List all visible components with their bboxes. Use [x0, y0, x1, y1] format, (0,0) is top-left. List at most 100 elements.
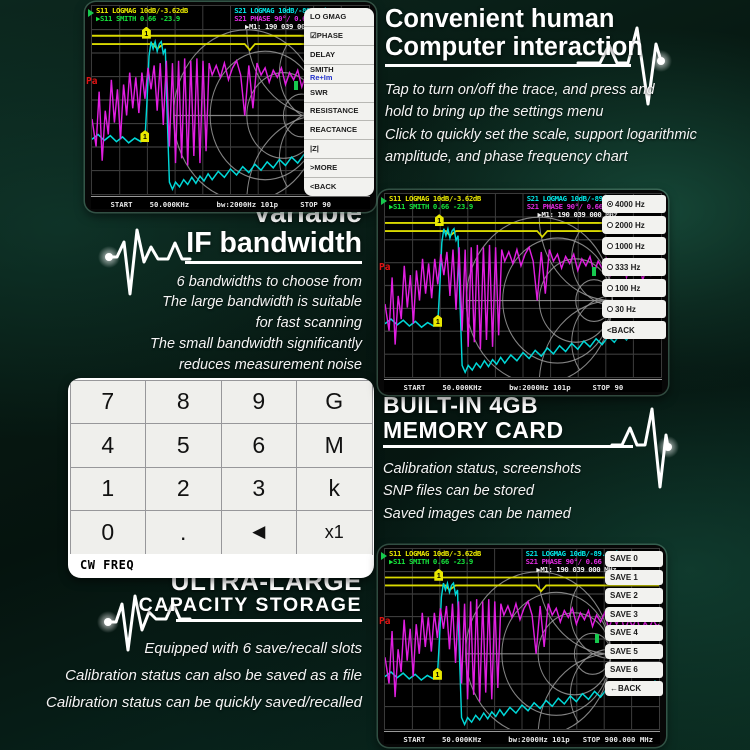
key-x1[interactable]: x1 — [296, 510, 373, 555]
menu-item-2000-hz[interactable]: 2000 Hz — [602, 216, 666, 234]
key-5[interactable]: 5 — [145, 423, 222, 468]
title-underline — [385, 64, 631, 67]
key-k[interactable]: k — [296, 466, 373, 511]
bandwidth-menu: 4000 Hz 2000 Hz 1000 Hz 333 Hz 100 Hz 30 Hz <B… — [602, 195, 666, 339]
trace-header: S11 LOGMAG 10dB/-3.62dB S21 LOGMAG 10dB/-… — [389, 549, 657, 575]
section-title: BUILT-IN 4GB MEMORY CARD — [383, 393, 745, 442]
menu-item-333-hz[interactable]: 333 Hz — [602, 258, 666, 276]
vna-screen-bandwidth: Pa S11 LOGMAG 10dB/-3.62dB S21 LOGMAG 10d… — [378, 190, 668, 395]
key-2[interactable]: 2 — [145, 466, 222, 511]
menu-item-reactance[interactable]: REACTANCE — [304, 121, 374, 141]
trace-label-s11-smith[interactable]: ▶S11 SMITH 0.66 -23.9 — [389, 557, 473, 567]
key-7[interactable]: 7 — [69, 379, 146, 424]
menu-item-z[interactable]: |Z| — [304, 140, 374, 160]
menu-item-label: SAVE 6 — [610, 665, 638, 675]
marker-flag: 1 — [140, 130, 150, 143]
menu-item-delay[interactable]: DELAY — [304, 46, 374, 65]
section-body: Tap to turn on/off the trace, and press … — [385, 79, 743, 169]
key-4[interactable]: 4 — [69, 423, 146, 468]
marker-flag: 1 — [434, 214, 444, 227]
start-value: 50.000KHz — [149, 200, 190, 209]
section-body: 6 bandwidths to choose from The large ban… — [0, 272, 362, 376]
key-m[interactable]: M — [296, 423, 373, 468]
menu-item-lo-gmag[interactable]: LO GMAG — [304, 8, 374, 27]
trace-label-s11-logmag[interactable]: S11 LOGMAG 10dB/-3.62dB — [96, 6, 188, 15]
reference-marker — [294, 81, 298, 91]
menu-item-save-0[interactable]: SAVE 0 — [605, 551, 663, 567]
body-line: The small bandwidth significantly — [150, 335, 362, 352]
trace-label-s21-logmag[interactable]: S21 LOGMAG 10dB/-89.62dB — [526, 194, 623, 203]
keypad-mode-label: CW FREQ — [70, 554, 372, 576]
menu-item-label: SAVE 5 — [610, 646, 638, 656]
menu-item-save-5[interactable]: SAVE 5 — [605, 643, 663, 659]
body-line: SNP files can be stored — [383, 483, 534, 499]
menu-item-more[interactable]: >MORE — [304, 159, 374, 179]
menu-item-resistance[interactable]: RESISTANCE — [304, 103, 374, 122]
menu-item-label: ☑PHASE — [310, 30, 343, 40]
trace-label-s11-smith[interactable]: ▶S11 SMITH 0.66 -23.9 — [96, 14, 180, 24]
section-body: Equipped with 6 save/recall slots Calibra… — [0, 635, 362, 716]
menu-item-100-hz[interactable]: 100 Hz — [602, 279, 666, 297]
key-9[interactable]: 9 — [220, 379, 297, 424]
key-backspace[interactable]: ◀ — [220, 510, 297, 555]
radio-icon — [607, 243, 613, 249]
key-8[interactable]: 8 — [145, 379, 222, 424]
menu-item-4000-hz[interactable]: 4000 Hz — [602, 195, 666, 213]
menu-item-1000-hz[interactable]: 1000 Hz — [602, 237, 666, 255]
menu-item-swr[interactable]: SWR — [304, 84, 374, 103]
key-3[interactable]: 3 — [220, 466, 297, 511]
status-bar: START 50.000KHz bw:2000Hz 101p STOP 90 — [91, 196, 370, 209]
menu-item-save-4[interactable]: SAVE 4 — [605, 625, 663, 641]
title-line: BUILT-IN 4GB — [383, 392, 539, 418]
section-interaction: Convenient human Computer interaction Ta… — [385, 5, 743, 169]
marker-flag: 1 — [433, 314, 443, 327]
menu-item-phase[interactable]: ☑PHASE — [304, 27, 374, 46]
start-label: START — [110, 200, 133, 209]
trace-label-s21-phase[interactable]: S21 PHASE 90°/ 0.66 -157.9 — [525, 557, 630, 567]
title-line: IF bandwidth — [186, 227, 362, 259]
menu-item-label: 30 Hz — [615, 304, 636, 314]
port-label: Pa — [86, 75, 98, 87]
bandwidth-points-label: bw:2000Hz 101p — [508, 735, 570, 744]
menu-item-back[interactable]: <BACK — [304, 178, 374, 196]
section-body: Calibration status, screenshots SNP files… — [383, 458, 745, 526]
trace-label-s11-smith[interactable]: ▶S11 SMITH 0.66 -23.9 — [389, 202, 473, 212]
radio-icon — [607, 222, 613, 228]
trace-label-s11-logmag[interactable]: S11 LOGMAG 10dB/-3.62dB — [389, 549, 481, 558]
key-dot[interactable]: . — [145, 510, 222, 555]
trace-label-s11-logmag[interactable]: S11 LOGMAG 10dB/-3.62dB — [389, 194, 481, 203]
menu-item-label: >MORE — [310, 163, 338, 173]
status-bar: START 50.000KHz bw:2000Hz 101p STOP 900.… — [384, 731, 660, 744]
keypad-grid: 7 8 9 G 4 5 6 M 1 2 3 k 0. ◀ x1 — [69, 379, 373, 555]
bandwidth-points-label: bw:2000Hz 101p — [216, 200, 279, 209]
menu-item-label: <BACK — [607, 325, 635, 335]
menu-item-back[interactable]: ←BACK — [605, 680, 663, 696]
section-bandwidth: Variable IF bandwidth 6 bandwidths to ch… — [0, 198, 362, 375]
menu-item-label: 333 Hz — [615, 262, 641, 272]
menu-item-save-3[interactable]: SAVE 3 — [605, 606, 663, 622]
menu-item-smith[interactable]: SMITH Re+Im — [304, 65, 374, 84]
trace-label-s21-phase[interactable]: S21 PHASE 90°/ 0.66 -157.9 — [526, 202, 631, 212]
key-6[interactable]: 6 — [220, 423, 297, 468]
menu-item-save-1[interactable]: SAVE 1 — [605, 569, 663, 585]
key-0[interactable]: 0 — [69, 510, 146, 555]
trace-label-s21-logmag[interactable]: S21 LOGMAG 10dB/-89.62dB — [234, 6, 331, 15]
menu-item-30-hz[interactable]: 30 Hz — [602, 300, 666, 318]
menu-item-back[interactable]: <BACK — [602, 321, 666, 339]
body-line: amplitude, and phase frequency chart — [385, 149, 628, 165]
menu-item-save-2[interactable]: SAVE 2 — [605, 588, 663, 604]
trace-label-s21-phase[interactable]: S21 PHASE 90°/ 0.66 -157.9 — [234, 14, 339, 24]
trace-header: S11 LOGMAG 10dB/-3.62dB S21 LOGMAG 10dB/-… — [96, 6, 367, 32]
section-title: Convenient human Computer interaction — [385, 5, 743, 61]
menu-item-label: 4000 Hz — [615, 199, 645, 209]
keypad-panel: 7 8 9 G 4 5 6 M 1 2 3 k 0. ◀ x1 CW FREQ — [68, 378, 374, 578]
title-line: MEMORY CARD — [383, 416, 564, 443]
key-g[interactable]: G — [296, 379, 373, 424]
body-line: Calibration status, screenshots — [383, 460, 582, 477]
menu-item-label: |Z| — [310, 144, 319, 154]
trace-label-s21-logmag[interactable]: S21 LOGMAG 10dB/-89.62dB — [525, 549, 622, 558]
key-1[interactable]: 1 — [69, 466, 146, 511]
body-line: for fast scanning — [255, 315, 362, 332]
menu-item-save-6[interactable]: SAVE 6 — [605, 662, 663, 678]
